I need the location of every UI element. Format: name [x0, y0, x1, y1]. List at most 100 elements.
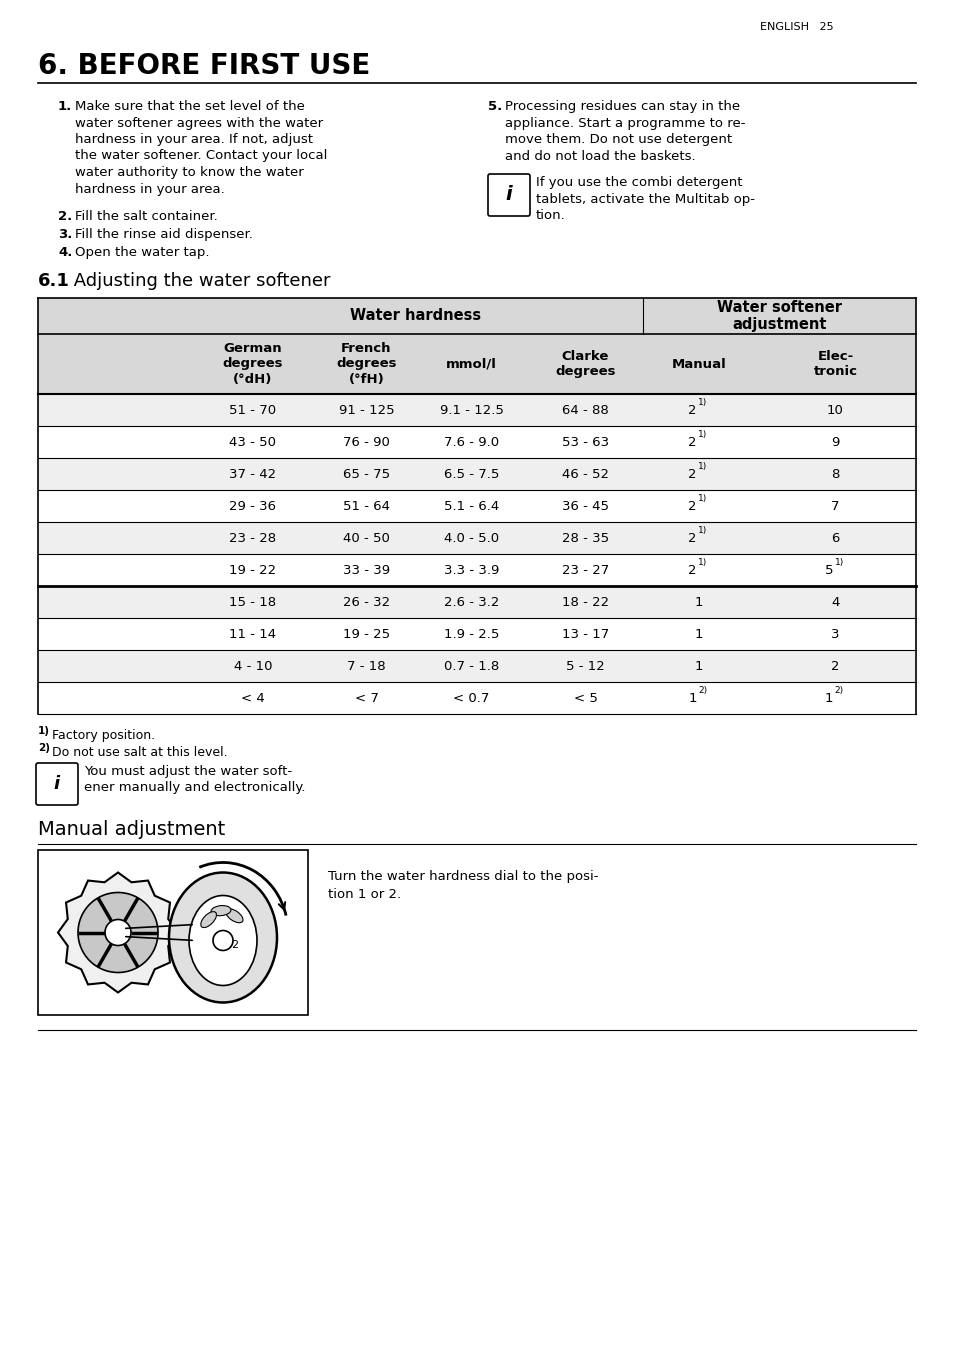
Text: 9: 9	[830, 435, 839, 449]
Text: 51 - 70: 51 - 70	[230, 403, 276, 416]
Bar	[38, 650, 915, 681]
Text: Elec-
tronic: Elec- tronic	[813, 350, 857, 379]
Text: 91 - 125: 91 - 125	[338, 403, 394, 416]
Text: 29 - 36: 29 - 36	[230, 499, 276, 512]
Text: 2: 2	[688, 435, 697, 449]
Text: Do not use salt at this level.: Do not use salt at this level.	[52, 746, 228, 758]
Circle shape	[105, 919, 131, 945]
Text: 3.: 3.	[58, 228, 72, 241]
Text: Turn the water hardness dial to the posi-
tion 1 or 2.: Turn the water hardness dial to the posi…	[328, 869, 598, 900]
Ellipse shape	[225, 909, 243, 922]
Text: 1): 1)	[698, 399, 706, 407]
Text: mmol/l: mmol/l	[446, 357, 497, 370]
Text: If you use the combi detergent
tablets, activate the Multitab op-
tion.: If you use the combi detergent tablets, …	[536, 176, 754, 222]
Text: Adjusting the water softener: Adjusting the water softener	[68, 272, 330, 289]
Bar	[38, 393, 915, 426]
Text: 2): 2)	[698, 687, 706, 695]
Text: 2: 2	[232, 940, 238, 949]
Text: 3: 3	[830, 627, 839, 641]
Text: < 5: < 5	[573, 691, 597, 704]
Ellipse shape	[189, 895, 256, 986]
Bar	[38, 554, 915, 585]
Ellipse shape	[211, 906, 231, 915]
Text: 5: 5	[824, 564, 833, 576]
Bar	[38, 850, 308, 1015]
Text: < 0.7: < 0.7	[453, 691, 489, 704]
Text: 1: 1	[694, 595, 702, 608]
Text: 1): 1)	[698, 558, 706, 568]
Text: 6.1: 6.1	[38, 272, 70, 289]
Text: Factory position.: Factory position.	[52, 729, 155, 742]
Text: 2.: 2.	[58, 210, 72, 223]
Bar	[38, 585, 915, 618]
Text: 3.3 - 3.9: 3.3 - 3.9	[443, 564, 498, 576]
Text: 40 - 50: 40 - 50	[343, 531, 390, 545]
Text: 7.6 - 9.0: 7.6 - 9.0	[443, 435, 498, 449]
Text: 43 - 50: 43 - 50	[230, 435, 276, 449]
Bar	[38, 297, 915, 334]
Text: 18 - 22: 18 - 22	[561, 595, 608, 608]
Text: 64 - 88: 64 - 88	[561, 403, 608, 416]
Text: 36 - 45: 36 - 45	[561, 499, 608, 512]
Text: 53 - 63: 53 - 63	[561, 435, 608, 449]
Text: 1): 1)	[698, 526, 706, 535]
Text: 1: 1	[694, 660, 702, 672]
Text: 46 - 52: 46 - 52	[561, 468, 608, 480]
Text: 1.9 - 2.5: 1.9 - 2.5	[443, 627, 498, 641]
Text: 13 - 17: 13 - 17	[561, 627, 608, 641]
Text: 28 - 35: 28 - 35	[561, 531, 608, 545]
Bar	[38, 681, 915, 714]
Text: 1): 1)	[698, 495, 706, 503]
Text: 1): 1)	[834, 558, 842, 568]
Text: 19 - 22: 19 - 22	[230, 564, 276, 576]
Bar	[38, 458, 915, 489]
Text: 9.1 - 12.5: 9.1 - 12.5	[439, 403, 503, 416]
Text: 7 - 18: 7 - 18	[347, 660, 385, 672]
Text: 51 - 64: 51 - 64	[343, 499, 390, 512]
Text: 6: 6	[830, 531, 839, 545]
Text: 2: 2	[688, 499, 697, 512]
Text: 6. BEFORE FIRST USE: 6. BEFORE FIRST USE	[38, 51, 370, 80]
Text: i: i	[54, 775, 60, 794]
Text: 1.: 1.	[58, 100, 72, 114]
Ellipse shape	[169, 872, 276, 1002]
Text: 26 - 32: 26 - 32	[342, 595, 390, 608]
Text: 65 - 75: 65 - 75	[342, 468, 390, 480]
Text: 6.5 - 7.5: 6.5 - 7.5	[443, 468, 498, 480]
Bar	[38, 618, 915, 650]
Text: 5.1 - 6.4: 5.1 - 6.4	[443, 499, 498, 512]
FancyBboxPatch shape	[36, 763, 78, 804]
Text: < 7: < 7	[355, 691, 378, 704]
Text: ENGLISH   25: ENGLISH 25	[760, 22, 833, 32]
Text: Clarke
degrees: Clarke degrees	[555, 350, 615, 379]
Bar	[38, 426, 915, 458]
Text: Fill the rinse aid dispenser.: Fill the rinse aid dispenser.	[75, 228, 253, 241]
Text: 2: 2	[688, 403, 697, 416]
Circle shape	[78, 892, 158, 972]
Text: 23 - 28: 23 - 28	[230, 531, 276, 545]
Text: 10: 10	[826, 403, 843, 416]
Text: 4: 4	[830, 595, 839, 608]
Text: Open the water tap.: Open the water tap.	[75, 246, 210, 260]
Text: Manual: Manual	[671, 357, 725, 370]
Text: 37 - 42: 37 - 42	[230, 468, 276, 480]
Text: Make sure that the set level of the
water softener agrees with the water
hardnes: Make sure that the set level of the wate…	[75, 100, 327, 196]
Text: Water hardness: Water hardness	[350, 308, 480, 323]
Text: 2): 2)	[38, 744, 50, 753]
Text: 1): 1)	[38, 726, 50, 735]
Text: Manual adjustment: Manual adjustment	[38, 821, 225, 840]
Text: 0.7 - 1.8: 0.7 - 1.8	[443, 660, 498, 672]
Text: 2.6 - 3.2: 2.6 - 3.2	[443, 595, 498, 608]
Text: You must adjust the water soft-
ener manually and electronically.: You must adjust the water soft- ener man…	[84, 765, 305, 795]
Bar	[38, 334, 915, 393]
Ellipse shape	[200, 911, 216, 927]
Text: 33 - 39: 33 - 39	[342, 564, 390, 576]
Text: 4 - 10: 4 - 10	[233, 660, 272, 672]
Text: 2: 2	[830, 660, 839, 672]
Text: 2: 2	[688, 531, 697, 545]
Text: French
degrees
(°fH): French degrees (°fH)	[335, 342, 396, 385]
Text: 23 - 27: 23 - 27	[561, 564, 608, 576]
Polygon shape	[58, 872, 178, 992]
Text: 7: 7	[830, 499, 839, 512]
Text: < 4: < 4	[241, 691, 265, 704]
